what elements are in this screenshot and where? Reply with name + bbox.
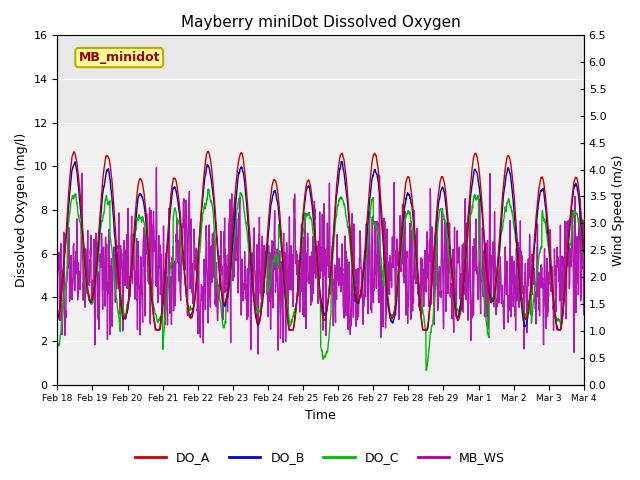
Text: MB_minidot: MB_minidot: [79, 51, 160, 64]
Y-axis label: Wind Speed (m/s): Wind Speed (m/s): [612, 154, 625, 265]
Bar: [58, 122, 584, 384]
Y-axis label: Dissolved Oxygen (mg/l): Dissolved Oxygen (mg/l): [15, 133, 28, 287]
Bar: [58, 36, 584, 122]
Title: Mayberry miniDot Dissolved Oxygen: Mayberry miniDot Dissolved Oxygen: [180, 15, 461, 30]
Legend: DO_A, DO_B, DO_C, MB_WS: DO_A, DO_B, DO_C, MB_WS: [130, 446, 510, 469]
X-axis label: Time: Time: [305, 409, 336, 422]
